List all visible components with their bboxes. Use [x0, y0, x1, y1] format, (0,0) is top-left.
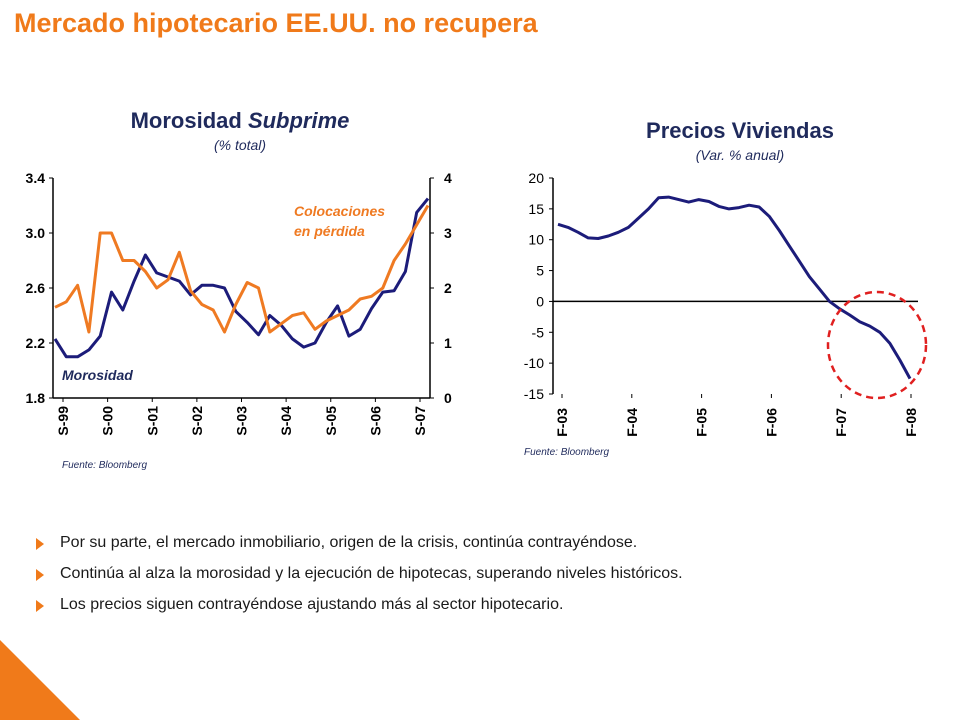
bullet-text: Continúa al alza la morosidad y la ejecu…: [60, 565, 683, 582]
x-tick-label: S-00: [100, 406, 116, 436]
x-tick-label: S-02: [189, 406, 205, 436]
chart1-subtitle: (% total): [213, 137, 267, 153]
x-tick-label: S-99: [55, 406, 71, 436]
x-tick-label: S-01: [144, 406, 160, 436]
bullet-text: Por su parte, el mercado inmobiliario, o…: [60, 534, 638, 551]
left-y-tick-label: 2.2: [26, 335, 46, 351]
chart2-title: Precios Viviendas: [646, 118, 834, 143]
left-y-tick-label: 3.0: [26, 225, 46, 241]
chart1-title-word: Morosidad: [130, 108, 248, 133]
x-tick-label: F-04: [624, 408, 640, 437]
chart1-title: Morosidad Subprime: [90, 108, 390, 134]
y-tick-label: 5: [536, 263, 544, 279]
right-y-tick-label: 3: [444, 225, 452, 241]
series-line-colocaciones: [54, 204, 430, 334]
x-tick-label: S-04: [278, 406, 294, 436]
left-y-tick-label: 3.4: [26, 170, 46, 186]
chart-morosidad-subprime: 1.8 2.2 2.6 3.0 3.4 0 1 2 3 4 S-99 S-00 S-01 S-02 S-03…: [26, 170, 452, 436]
x-tick-label: F-06: [763, 408, 779, 437]
chart1-title-text: Morosidad Subprime: [131, 108, 350, 133]
chart1-source: Fuente: Bloomberg: [62, 460, 148, 471]
left-y-tick-label: 1.8: [26, 390, 46, 406]
x-tick-label: F-07: [833, 408, 849, 437]
y-tick-label: 15: [528, 201, 544, 217]
x-tick-label: S-03: [234, 406, 250, 436]
bullet-list: Por su parte, el mercado inmobiliario, o…: [36, 533, 683, 626]
bullet-item: Continúa al alza la morosidad y la ejecu…: [36, 564, 683, 584]
x-tick-label: S-06: [367, 406, 383, 436]
bullet-item: Los precios siguen contrayéndose ajustan…: [36, 595, 683, 615]
x-tick-label: S-07: [412, 406, 428, 436]
bullet-arrow-icon: [36, 600, 44, 612]
annotation-en-perdida: en pérdida: [294, 223, 365, 239]
bullet-arrow-icon: [36, 569, 44, 581]
bullet-text: Los precios siguen contrayéndose ajustan…: [60, 596, 564, 613]
annotation-morosidad: Morosidad: [62, 367, 133, 383]
corner-decoration: [0, 640, 80, 720]
right-y-tick-label: 2: [444, 280, 452, 296]
charts-canvas: 1.8 2.2 2.6 3.0 3.4 0 1 2 3 4 S-99 S-00 S-01 S-02 S-03…: [26, 170, 928, 437]
bullet-item: Por su parte, el mercado inmobiliario, o…: [36, 533, 683, 553]
slide-title: Mercado hipotecario EE.UU. no recupera: [14, 8, 538, 38]
y-tick-label: 10: [528, 232, 544, 248]
y-tick-label: 0: [536, 293, 544, 309]
annotation-colocaciones: Colocaciones: [294, 203, 385, 219]
right-y-tick-label: 0: [444, 390, 452, 406]
left-y-tick-label: 2.6: [26, 280, 46, 296]
x-tick-label: F-05: [694, 408, 710, 437]
x-tick-label: F-03: [554, 408, 570, 437]
y-tick-label: 20: [528, 170, 544, 186]
series-line-precios: [557, 195, 912, 380]
chart2-subtitle: (Var. % anual): [695, 147, 785, 163]
right-y-tick-label: 4: [444, 170, 452, 186]
chart2-source: Fuente: Bloomberg: [524, 447, 610, 458]
chart1-title-italic: Subprime: [247, 108, 350, 133]
y-tick-label: -10: [524, 355, 544, 371]
corner-triangle: [0, 640, 80, 720]
chart-precios-viviendas: 20 15 10 5 0 -5 -10 -15 F-03 F-04 F-05 F-06 F-07 F-08: [524, 170, 928, 437]
series-line-morosidad: [53, 197, 430, 359]
bullet-arrow-icon: [36, 538, 44, 550]
highlight-circle: [826, 290, 928, 400]
y-tick-label: -5: [532, 324, 545, 340]
x-tick-label: S-05: [323, 406, 339, 436]
right-y-tick-label: 1: [444, 335, 452, 351]
x-tick-label: F-08: [903, 408, 919, 437]
y-tick-label: -15: [524, 386, 544, 402]
